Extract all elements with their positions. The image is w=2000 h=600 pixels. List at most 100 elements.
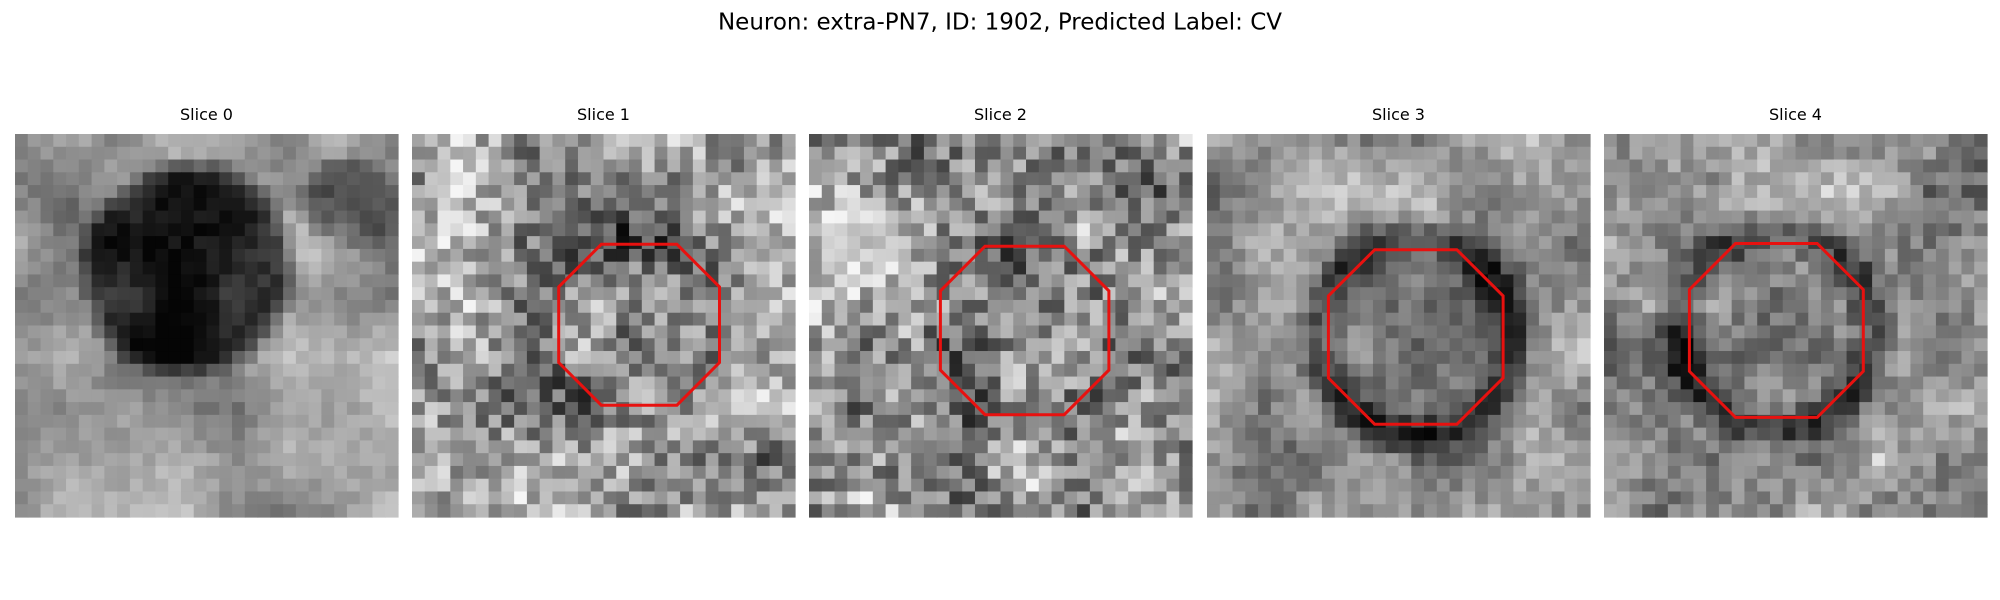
- pixel: [270, 274, 284, 288]
- pixel: [295, 172, 310, 186]
- pixel: [1038, 363, 1053, 378]
- pixel: [1526, 504, 1540, 518]
- pixel: [1795, 453, 1809, 467]
- pixel: [872, 248, 887, 263]
- pixel: [501, 325, 515, 339]
- pixel: [1642, 159, 1656, 173]
- pixel: [346, 197, 361, 212]
- pixel: [1334, 325, 1349, 339]
- pixel: [1808, 287, 1822, 301]
- pixel: [372, 478, 386, 493]
- pixel: [769, 440, 783, 454]
- pixel: [526, 491, 541, 505]
- pixel: [1833, 299, 1848, 314]
- pixel: [1207, 363, 1221, 378]
- pixel: [308, 351, 322, 365]
- pixel: [346, 134, 361, 148]
- pixel: [1693, 261, 1707, 276]
- pixel: [129, 274, 144, 288]
- pixel: [1153, 414, 1168, 429]
- pixel: [1974, 185, 1988, 199]
- pixel: [1757, 287, 1771, 301]
- pixel: [1731, 159, 1746, 173]
- pixel: [1064, 159, 1078, 173]
- pixel: [1897, 274, 1911, 288]
- pixel: [1846, 465, 1860, 480]
- pixel: [1296, 287, 1310, 301]
- pixel: [1245, 414, 1259, 429]
- pixel: [1642, 491, 1656, 505]
- pixel: [629, 261, 643, 276]
- pixel: [923, 287, 938, 301]
- pixel: [219, 261, 233, 276]
- pixel: [1077, 376, 1091, 390]
- pixel: [488, 223, 502, 237]
- pixel: [372, 312, 386, 327]
- pixel: [1270, 440, 1285, 454]
- pixel: [974, 427, 989, 441]
- pixel: [1219, 172, 1234, 186]
- pixel: [872, 325, 887, 339]
- pixel: [1064, 351, 1078, 365]
- pixel: [155, 453, 169, 467]
- pixel: [1038, 312, 1053, 327]
- pixel: [232, 338, 246, 352]
- pixel: [1500, 146, 1514, 161]
- pixel: [821, 402, 836, 416]
- pixel: [15, 312, 29, 327]
- pixel: [1706, 197, 1720, 212]
- pixel: [1398, 197, 1412, 212]
- pixel: [1258, 453, 1272, 467]
- pixel: [692, 402, 707, 416]
- pixel: [1398, 453, 1412, 467]
- pixel: [412, 325, 426, 339]
- pixel: [1616, 478, 1631, 493]
- pixel: [385, 351, 399, 365]
- pixel: [782, 287, 796, 301]
- pixel: [514, 185, 528, 199]
- pixel: [718, 389, 732, 403]
- pixel: [1462, 223, 1476, 237]
- pixel: [782, 197, 796, 212]
- pixel: [1538, 248, 1553, 263]
- pixel: [1604, 236, 1618, 250]
- pixel: [1718, 159, 1733, 173]
- pixel: [1064, 236, 1078, 250]
- pixel: [1769, 376, 1784, 390]
- pixel: [1462, 287, 1476, 301]
- panel-title: Slice 2: [974, 105, 1027, 124]
- pixel: [949, 465, 963, 480]
- pixel: [974, 414, 989, 429]
- pixel: [1538, 478, 1553, 493]
- pixel: [1475, 172, 1489, 186]
- pixel: [974, 261, 989, 276]
- pixel: [987, 363, 1002, 378]
- pixel: [463, 465, 477, 480]
- pixel: [1398, 236, 1412, 250]
- pixel: [872, 274, 887, 288]
- pixel: [66, 236, 80, 250]
- pixel: [1897, 453, 1911, 467]
- pixel: [539, 338, 554, 352]
- pixel: [1872, 363, 1886, 378]
- pixel: [104, 223, 118, 237]
- pixel: [424, 504, 439, 518]
- pixel: [1487, 402, 1502, 416]
- pixel: [539, 299, 554, 314]
- pixel: [705, 172, 719, 186]
- pixel: [424, 325, 439, 339]
- pixel: [1140, 159, 1155, 173]
- pixel: [1795, 402, 1809, 416]
- pixel: [295, 159, 310, 173]
- pixel: [40, 172, 54, 186]
- pixel: [308, 236, 322, 250]
- pixel: [1347, 236, 1361, 250]
- pixel: [577, 504, 592, 518]
- pixel: [1153, 134, 1168, 148]
- pixel: [1245, 351, 1259, 365]
- pixel: [1872, 236, 1886, 250]
- pixel: [321, 351, 335, 365]
- pixel: [1283, 248, 1297, 263]
- pixel: [450, 453, 464, 467]
- pixel: [1140, 351, 1155, 365]
